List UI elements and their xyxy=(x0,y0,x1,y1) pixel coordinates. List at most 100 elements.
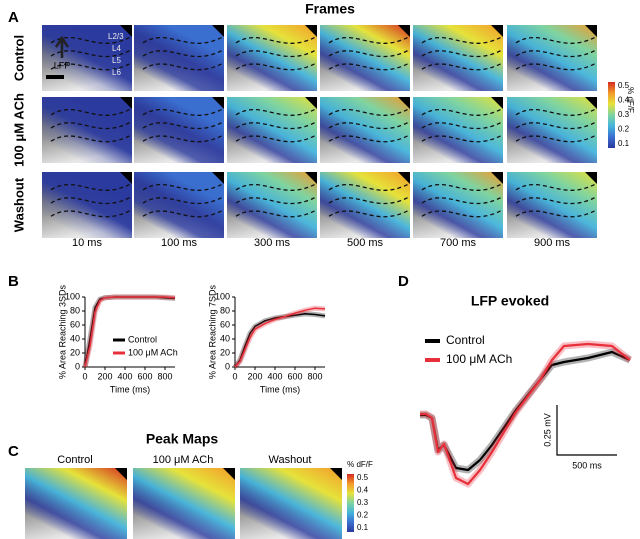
trace xyxy=(234,307,326,368)
activity-map xyxy=(42,25,132,91)
x-tick-label: 0 xyxy=(82,371,87,381)
activity-map xyxy=(42,97,132,163)
layer-boundary xyxy=(328,48,411,58)
image-corner xyxy=(305,172,317,184)
y-tick-label: 100 xyxy=(65,291,80,301)
image-corner xyxy=(120,97,132,109)
layer-boundary xyxy=(142,209,225,218)
colorbar-tick-label: 0.3 xyxy=(357,498,369,507)
x-tick-label: 200 xyxy=(247,371,262,381)
activity-map xyxy=(25,468,127,539)
layer-boundary xyxy=(50,182,133,191)
activity-map xyxy=(413,25,503,91)
layer-boundary xyxy=(142,182,225,191)
image-corner xyxy=(330,468,342,480)
column-label: 100 ms xyxy=(161,237,198,249)
x-tick-label: 800 xyxy=(307,371,322,381)
panel-label: C xyxy=(8,443,19,460)
activity-map xyxy=(507,97,597,163)
lfp-title: LFP evoked xyxy=(471,293,549,309)
row-label: Washout xyxy=(11,177,26,232)
column-label: 10 ms xyxy=(72,237,102,249)
colorbar-tick-label: 0.1 xyxy=(618,139,630,148)
stim-label: LFP xyxy=(54,60,71,70)
layer-boundary xyxy=(235,182,318,191)
colorbar-tick-label: 0.5 xyxy=(618,81,630,90)
y-axis-label: % Area Reaching 7SDs xyxy=(207,284,217,379)
map-label: Control xyxy=(57,454,92,466)
y-tick-label: 80 xyxy=(220,305,230,315)
legend-label: 100 μM ACh xyxy=(446,352,512,366)
y-tick-label: 20 xyxy=(70,347,80,357)
layer-boundary xyxy=(235,48,318,58)
frames-title: Frames xyxy=(305,1,355,17)
map-label: Washout xyxy=(268,454,311,466)
legend-label: Control xyxy=(446,333,485,347)
legend-label: Control xyxy=(128,334,157,344)
x-axis-label: Time (ms) xyxy=(110,384,150,394)
scale-label: 500 ms xyxy=(572,460,602,470)
activity-map xyxy=(227,97,317,163)
activity-map xyxy=(134,172,224,238)
colorbar-tick-label: 0.4 xyxy=(357,486,369,495)
layer-boundary xyxy=(50,48,133,58)
layer-boundary xyxy=(515,62,598,71)
layer-boundary xyxy=(142,35,225,44)
layer-boundary xyxy=(235,107,318,116)
layer-boundary xyxy=(235,195,318,205)
image-corner xyxy=(212,97,224,109)
layer-boundary xyxy=(50,35,133,44)
y-tick-label: 60 xyxy=(70,319,80,329)
y-tick-label: 80 xyxy=(70,305,80,315)
y-tick-label: 60 xyxy=(220,319,230,329)
activity-map xyxy=(227,172,317,238)
image-corner xyxy=(212,172,224,184)
x-tick-label: 600 xyxy=(287,371,302,381)
activity-map xyxy=(320,172,410,238)
stim-arrow xyxy=(54,35,70,58)
image-corner xyxy=(491,172,503,184)
trace xyxy=(234,313,326,368)
activity-map xyxy=(507,25,597,91)
layer-boundary xyxy=(235,120,318,130)
x-tick-label: 0 xyxy=(232,371,237,381)
panel-label: B xyxy=(8,273,19,290)
image-corner xyxy=(305,25,317,37)
activity-map xyxy=(240,468,342,539)
layer-boundary xyxy=(515,48,598,58)
column-label: 700 ms xyxy=(440,237,477,249)
layer-boundary xyxy=(328,182,411,191)
layer-boundary xyxy=(328,195,411,205)
colorbar xyxy=(608,82,615,148)
x-tick-label: 400 xyxy=(117,371,132,381)
x-tick-label: 600 xyxy=(137,371,152,381)
layer-boundary xyxy=(50,209,133,218)
layer-boundary xyxy=(328,134,411,143)
layer-boundary xyxy=(142,134,225,143)
layer-boundary xyxy=(142,48,225,58)
layer-boundary xyxy=(235,62,318,71)
layer-boundary xyxy=(235,209,318,218)
panel-label: D xyxy=(398,273,409,290)
layer-boundary xyxy=(515,35,598,44)
layer-boundary xyxy=(515,209,598,218)
layer-boundary xyxy=(142,62,225,71)
colorbar-tick-label: 0.1 xyxy=(357,523,369,532)
layer-boundary xyxy=(50,134,133,143)
scale-label: 0.25 mV xyxy=(542,413,552,447)
layer-boundary xyxy=(421,107,504,116)
activity-map xyxy=(133,468,235,539)
layer-boundary xyxy=(142,195,225,205)
layer-boundary xyxy=(328,120,411,130)
activity-map xyxy=(134,25,224,91)
image-corner xyxy=(491,25,503,37)
layer-boundary xyxy=(50,107,133,116)
layer-boundary xyxy=(421,182,504,191)
image-corner xyxy=(212,25,224,37)
layer-boundary xyxy=(421,120,504,130)
colorbar-tick-label: 0.5 xyxy=(357,473,369,482)
colorbar xyxy=(347,474,354,532)
colorbar-tick-label: 0.3 xyxy=(618,110,630,119)
x-tick-label: 400 xyxy=(267,371,282,381)
